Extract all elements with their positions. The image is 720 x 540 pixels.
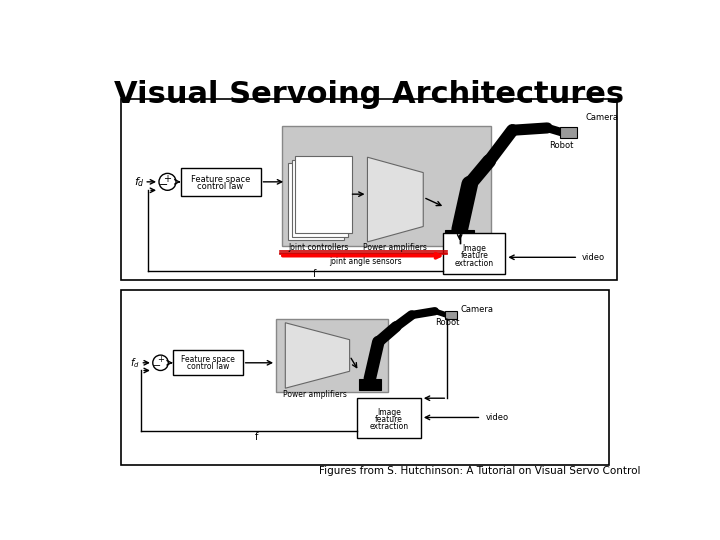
FancyBboxPatch shape <box>359 379 381 390</box>
Text: −: − <box>159 180 168 190</box>
Text: $f_d$: $f_d$ <box>134 175 145 189</box>
FancyBboxPatch shape <box>292 159 348 237</box>
Text: Feature space: Feature space <box>181 355 235 364</box>
Text: Power amplifiers: Power amplifiers <box>363 243 426 252</box>
Text: Image: Image <box>377 408 401 417</box>
FancyBboxPatch shape <box>181 168 261 195</box>
Text: Joint controllers: Joint controllers <box>289 243 348 252</box>
Circle shape <box>153 355 168 370</box>
Text: feature: feature <box>461 251 488 260</box>
Text: f: f <box>255 431 258 442</box>
Text: joint angle sensors: joint angle sensors <box>329 258 402 266</box>
Text: +: + <box>163 174 171 184</box>
FancyBboxPatch shape <box>560 127 577 138</box>
Text: extraction: extraction <box>455 259 494 268</box>
FancyBboxPatch shape <box>121 289 609 465</box>
Circle shape <box>159 173 176 190</box>
Text: Feature space: Feature space <box>191 175 250 184</box>
Text: video: video <box>582 253 606 262</box>
Text: Visual Servoing Architectures: Visual Servoing Architectures <box>114 80 624 109</box>
FancyBboxPatch shape <box>287 164 344 240</box>
FancyBboxPatch shape <box>445 311 457 319</box>
FancyBboxPatch shape <box>121 99 617 280</box>
Text: Camera: Camera <box>586 113 619 122</box>
Polygon shape <box>367 157 423 242</box>
Text: Camera: Camera <box>461 305 493 314</box>
Text: Robot: Robot <box>435 318 459 327</box>
FancyBboxPatch shape <box>444 233 505 274</box>
FancyBboxPatch shape <box>445 230 474 244</box>
Text: control law: control law <box>186 362 229 371</box>
FancyBboxPatch shape <box>276 319 388 392</box>
FancyBboxPatch shape <box>357 398 421 438</box>
Text: control law: control law <box>197 182 243 191</box>
Text: $f_d$: $f_d$ <box>130 356 140 370</box>
Text: Power amplifiers: Power amplifiers <box>283 390 347 399</box>
Polygon shape <box>285 323 350 388</box>
Text: −: − <box>153 361 161 371</box>
FancyBboxPatch shape <box>295 156 352 233</box>
Text: +: + <box>157 355 164 364</box>
Text: extraction: extraction <box>369 422 409 431</box>
Text: video: video <box>485 413 508 422</box>
FancyBboxPatch shape <box>282 126 492 246</box>
FancyBboxPatch shape <box>173 350 243 375</box>
Text: f: f <box>313 269 316 279</box>
Text: Robot: Robot <box>549 141 574 150</box>
Text: Image: Image <box>462 244 486 253</box>
Text: Figures from S. Hutchinson: A Tutorial on Visual Servo Control: Figures from S. Hutchinson: A Tutorial o… <box>319 466 640 476</box>
Text: feature: feature <box>375 415 403 424</box>
